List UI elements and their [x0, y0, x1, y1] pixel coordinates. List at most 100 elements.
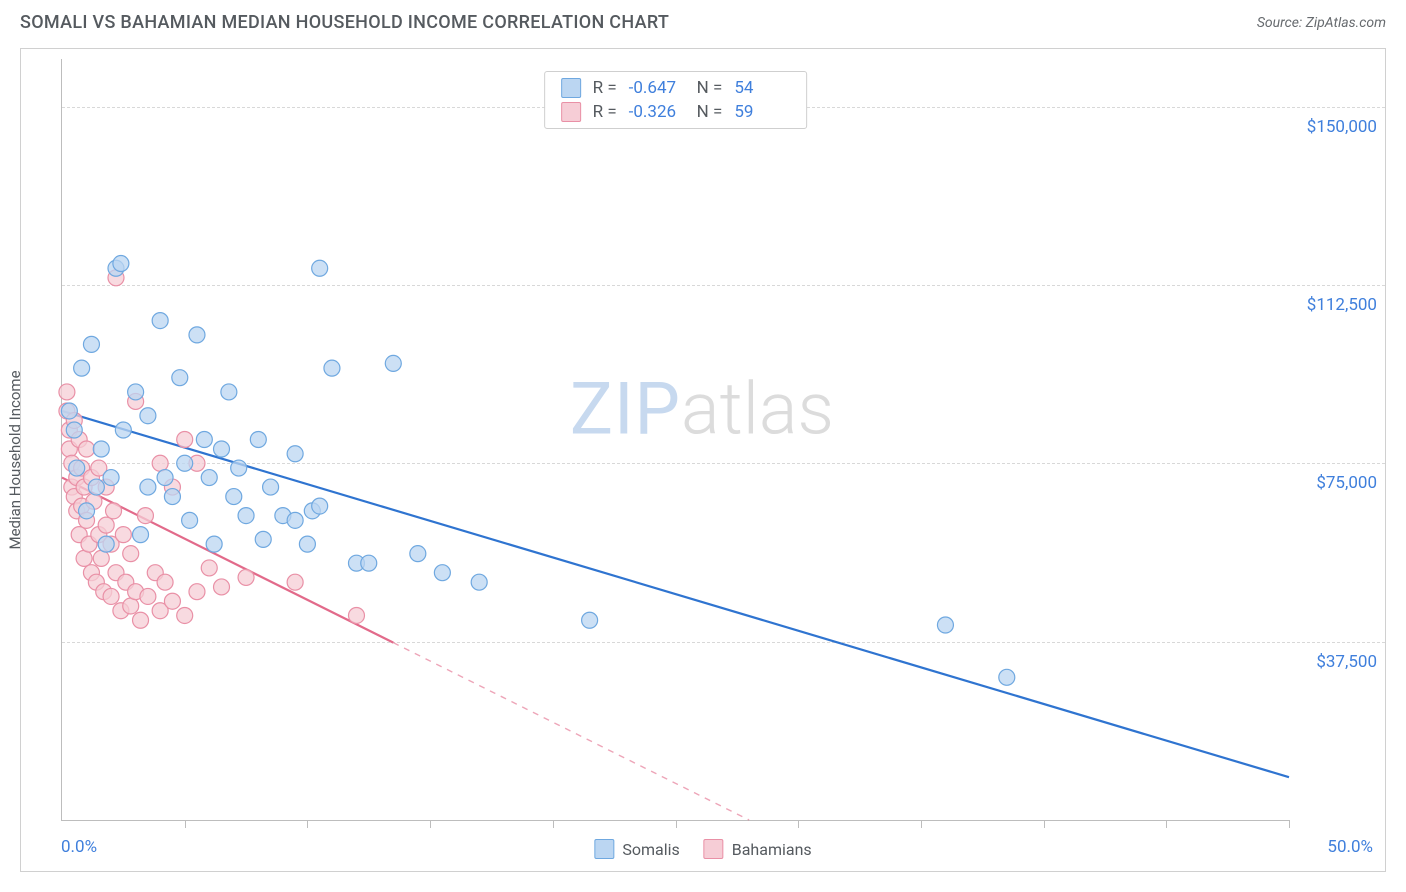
data-point-bahamians — [115, 527, 131, 543]
data-point-somalis — [164, 489, 180, 505]
data-point-somalis — [582, 612, 598, 628]
data-point-somalis — [157, 470, 173, 486]
data-point-somalis — [196, 432, 212, 448]
legend-item-somalis: Somalis — [594, 839, 679, 859]
data-point-bahamians — [164, 593, 180, 609]
data-point-somalis — [214, 441, 230, 457]
stats-r-label-2: R = — [593, 102, 617, 122]
data-point-bahamians — [238, 569, 254, 585]
plot-area: ZIPatlas R = -0.647 N = 54 R = -0.326 N … — [61, 59, 1289, 821]
legend-swatch-1 — [594, 839, 614, 859]
data-point-somalis — [471, 574, 487, 590]
data-point-bahamians — [93, 550, 109, 566]
y-axis-label: Median Household Income — [6, 370, 24, 549]
stats-swatch-2 — [561, 102, 581, 122]
data-point-somalis — [434, 565, 450, 581]
chart-source: Source: ZipAtlas.com — [1257, 15, 1386, 31]
y-tick-label: $150,000 — [1307, 117, 1377, 137]
data-point-somalis — [287, 446, 303, 462]
data-point-somalis — [133, 527, 149, 543]
data-point-somalis — [999, 669, 1015, 685]
data-point-somalis — [189, 327, 205, 343]
data-point-somalis — [312, 260, 328, 276]
data-point-somalis — [140, 479, 156, 495]
x-tick — [921, 820, 922, 828]
data-point-bahamians — [103, 588, 119, 604]
chart-container: Median Household Income ZIPatlas R = -0.… — [20, 48, 1386, 872]
y-tick-label: $112,500 — [1307, 295, 1377, 315]
stats-n-label-1: N = — [697, 78, 723, 98]
data-point-somalis — [206, 536, 222, 552]
stats-swatch-1 — [561, 78, 581, 98]
data-point-somalis — [115, 422, 131, 438]
chart-header: SOMALI VS BAHAMIAN MEDIAN HOUSEHOLD INCO… — [0, 0, 1406, 41]
data-point-somalis — [83, 336, 99, 352]
stats-box: R = -0.647 N = 54 R = -0.326 N = 59 — [544, 71, 808, 129]
legend: Somalis Bahamians — [594, 839, 811, 859]
data-point-somalis — [312, 498, 328, 514]
data-point-somalis — [103, 470, 119, 486]
data-point-somalis — [324, 360, 340, 376]
data-point-bahamians — [76, 550, 92, 566]
data-point-somalis — [937, 617, 953, 633]
chart-title: SOMALI VS BAHAMIAN MEDIAN HOUSEHOLD INCO… — [20, 12, 669, 33]
data-point-somalis — [385, 355, 401, 371]
data-point-somalis — [177, 455, 193, 471]
data-point-somalis — [238, 508, 254, 524]
data-point-bahamians — [177, 432, 193, 448]
x-tick — [1166, 820, 1167, 828]
x-tick — [798, 820, 799, 828]
data-point-somalis — [287, 512, 303, 528]
data-point-bahamians — [152, 455, 168, 471]
data-point-bahamians — [214, 579, 230, 595]
data-point-somalis — [69, 460, 85, 476]
x-tick — [185, 820, 186, 828]
trend-line-dashed-bahamians — [393, 643, 749, 820]
x-axis-min-label: 0.0% — [61, 837, 97, 857]
data-point-somalis — [152, 313, 168, 329]
data-point-somalis — [88, 479, 104, 495]
data-point-somalis — [361, 555, 377, 571]
stats-r-value-1: -0.647 — [629, 78, 685, 98]
x-axis-max-label: 50.0% — [1327, 837, 1373, 857]
data-point-somalis — [231, 460, 247, 476]
data-point-somalis — [61, 403, 77, 419]
data-point-somalis — [172, 370, 188, 386]
data-point-somalis — [93, 441, 109, 457]
x-tick — [1289, 820, 1290, 828]
data-point-bahamians — [137, 508, 153, 524]
data-point-somalis — [250, 432, 266, 448]
data-point-bahamians — [79, 441, 95, 457]
data-point-somalis — [98, 536, 114, 552]
data-point-somalis — [79, 503, 95, 519]
stats-r-value-2: -0.326 — [629, 102, 685, 122]
legend-swatch-2 — [704, 839, 724, 859]
x-tick — [430, 820, 431, 828]
data-point-bahamians — [123, 546, 139, 562]
stats-row-2: R = -0.326 N = 59 — [561, 100, 791, 124]
data-point-bahamians — [201, 560, 217, 576]
stats-n-label-2: N = — [697, 102, 723, 122]
stats-r-label-1: R = — [593, 78, 617, 98]
data-point-somalis — [74, 360, 90, 376]
legend-label-2: Bahamians — [732, 840, 812, 859]
data-point-bahamians — [189, 584, 205, 600]
data-point-somalis — [66, 422, 82, 438]
data-point-bahamians — [59, 384, 75, 400]
data-point-bahamians — [133, 612, 149, 628]
legend-item-bahamians: Bahamians — [704, 839, 812, 859]
stats-row-1: R = -0.647 N = 54 — [561, 76, 791, 100]
x-tick — [307, 820, 308, 828]
data-point-somalis — [255, 531, 271, 547]
data-point-bahamians — [123, 598, 139, 614]
x-tick — [1044, 820, 1045, 828]
data-point-bahamians — [177, 607, 193, 623]
data-point-somalis — [226, 489, 242, 505]
data-point-somalis — [140, 408, 156, 424]
data-point-bahamians — [157, 574, 173, 590]
y-tick-labels: $37,500$75,000$112,500$150,000 — [1289, 59, 1385, 821]
data-point-bahamians — [348, 607, 364, 623]
data-point-somalis — [182, 512, 198, 528]
x-tick — [553, 820, 554, 828]
data-point-bahamians — [106, 503, 122, 519]
